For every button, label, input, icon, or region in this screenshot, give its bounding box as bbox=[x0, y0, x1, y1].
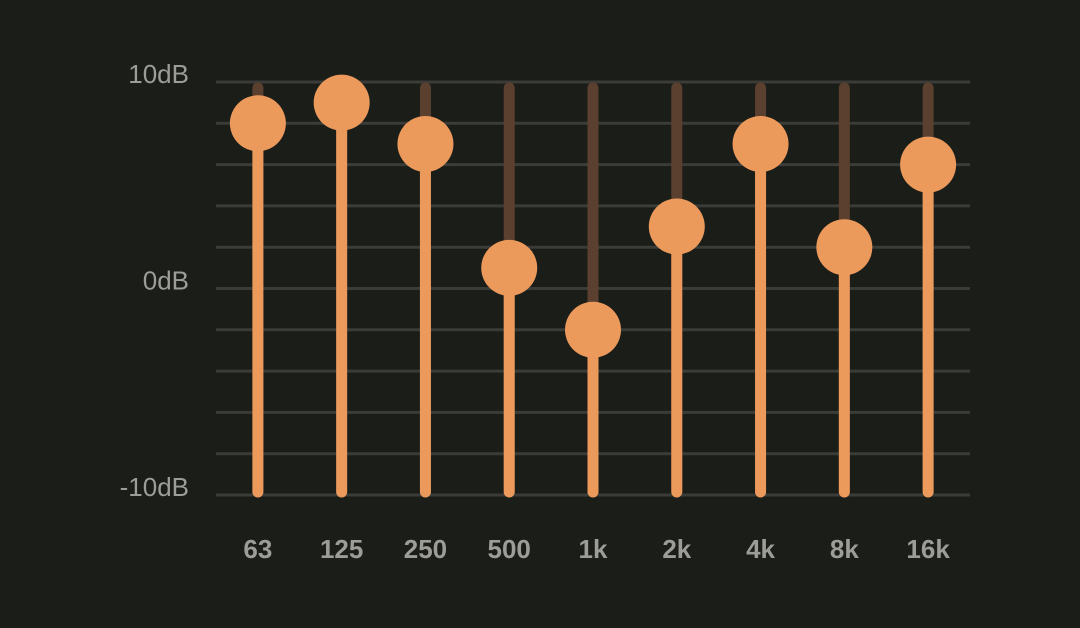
slider-knob[interactable] bbox=[229, 95, 286, 152]
y-tick-label: 10dB bbox=[128, 59, 189, 89]
band-label: 8k bbox=[830, 534, 859, 564]
band-label: 2k bbox=[662, 534, 691, 564]
slider-knob[interactable] bbox=[816, 219, 873, 276]
band-label: 125 bbox=[320, 534, 363, 564]
slider-knob[interactable] bbox=[900, 136, 957, 193]
band-label: 63 bbox=[243, 534, 272, 564]
slider-knob[interactable] bbox=[313, 74, 370, 131]
band-label: 16k bbox=[906, 534, 950, 564]
slider-knob[interactable] bbox=[397, 115, 454, 172]
band-label: 4k bbox=[746, 534, 775, 564]
band-label: 1k bbox=[579, 534, 608, 564]
slider-knob[interactable] bbox=[648, 198, 705, 255]
band-label: 500 bbox=[488, 534, 531, 564]
slider-knob[interactable] bbox=[732, 115, 789, 172]
slider-knob[interactable] bbox=[565, 301, 621, 358]
band-label: 250 bbox=[404, 534, 447, 564]
slider-knob[interactable] bbox=[481, 239, 538, 296]
y-tick-label: -10dB bbox=[120, 472, 189, 502]
y-tick-label: 0dB bbox=[143, 265, 189, 295]
